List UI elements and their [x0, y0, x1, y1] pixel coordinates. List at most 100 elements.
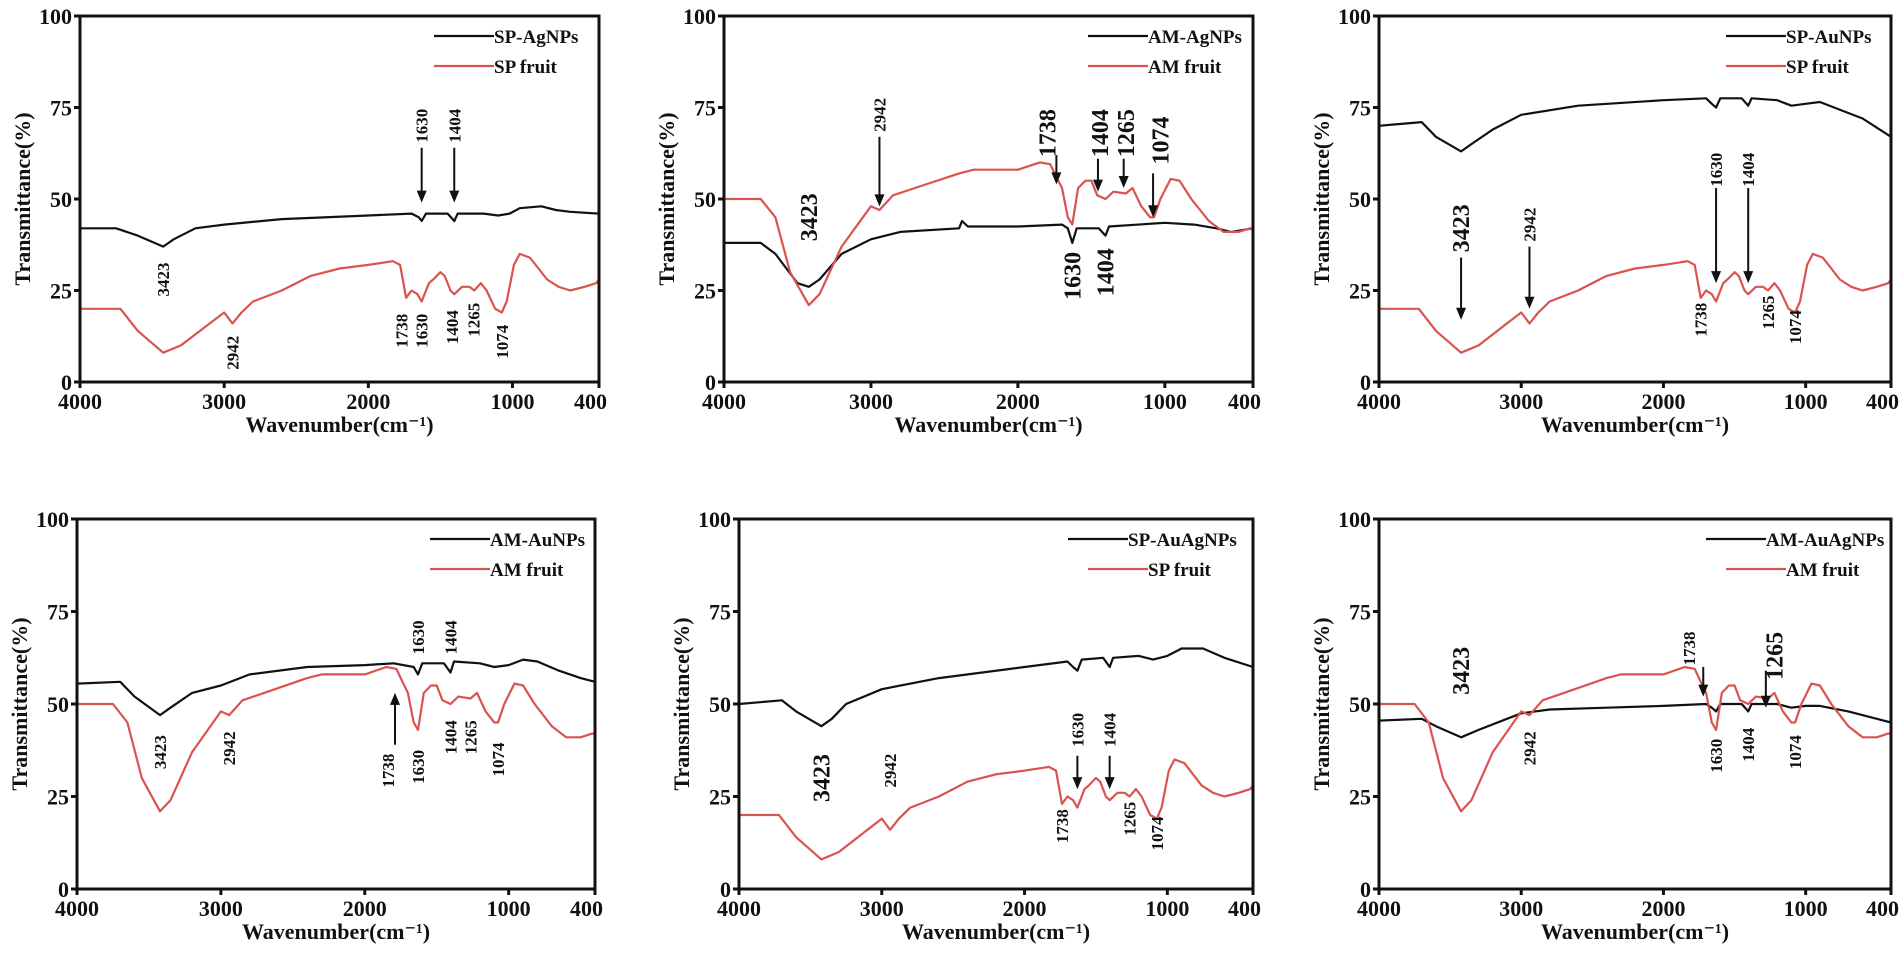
peak-label: 2942	[220, 731, 239, 765]
x-tick-label: 3000	[1499, 896, 1543, 921]
y-tick-label: 100	[698, 507, 731, 532]
y-tick-label: 25	[1349, 785, 1371, 810]
peak-label: 1404	[442, 720, 461, 755]
x-tick-label: 4000	[1357, 389, 1401, 414]
peak-label: 2942	[870, 98, 889, 132]
x-tick-label: 3000	[860, 896, 904, 921]
peak-label: 1630	[409, 750, 428, 784]
x-axis-title: Wavenumber(cm⁻¹)	[894, 412, 1082, 437]
chart-panel-2: 0 25 50 75 100 4000 3000 2000 1000 400 Wavenumber(…	[654, 4, 1261, 437]
y-tick-label: 0	[1360, 877, 1371, 902]
peak-label: 1738	[1680, 632, 1699, 666]
x-tick-label: 2000	[1641, 389, 1685, 414]
x-tick-label: 400	[1866, 389, 1899, 414]
x-tick-label: 2000	[996, 389, 1040, 414]
peak-label: 3423	[154, 263, 173, 297]
x-tick-label: 1000	[491, 389, 535, 414]
y-tick-label: 50	[694, 187, 716, 212]
x-tick-label: 1000	[1143, 389, 1187, 414]
x-tick-label: 400	[1228, 896, 1261, 921]
legend-label: AM-AuAgNPs	[1766, 530, 1884, 551]
x-tick-label: 4000	[717, 896, 761, 921]
peak-label: 1074	[493, 324, 512, 359]
legend-label: AM fruit	[490, 560, 564, 581]
arrowhead-icon	[1743, 271, 1754, 284]
arrowhead-icon	[1092, 179, 1103, 192]
x-axis-title: Wavenumber(cm⁻¹)	[1541, 412, 1729, 437]
y-tick-label: 25	[709, 785, 731, 810]
arrowhead-icon	[1051, 172, 1062, 185]
peak-label: 1404	[1093, 248, 1119, 296]
arrowhead-icon	[1698, 684, 1709, 697]
peak-label: 1404	[1739, 727, 1758, 762]
peak-label: 1404	[1088, 109, 1114, 157]
arrowhead-icon	[1104, 777, 1115, 790]
y-tick-label: 100	[1338, 507, 1371, 532]
x-tick-label: 1000	[1784, 896, 1828, 921]
y-tick-label: 100	[1338, 4, 1371, 29]
peak-label: 2942	[881, 754, 900, 788]
x-tick-label: 2000	[1003, 896, 1047, 921]
x-tick-label: 3000	[199, 896, 243, 921]
y-axis-title: Transmittance(%)	[654, 112, 679, 285]
peak-label: 1265	[1759, 295, 1778, 329]
y-tick-label: 75	[47, 600, 69, 625]
x-tick-label: 4000	[58, 389, 102, 414]
legend-label: AM fruit	[1148, 57, 1222, 78]
x-tick-label: 3000	[202, 389, 246, 414]
series-line-am-aunps	[76, 658, 596, 717]
x-axis-title: Wavenumber(cm⁻¹)	[242, 919, 430, 944]
chart-panel-5: 0 25 50 75 100 4000 3000 2000 1000 400 Wavenumber(…	[669, 507, 1261, 944]
x-tick-label: 4000	[1357, 896, 1401, 921]
peak-label: 1265	[1114, 109, 1140, 157]
chart-panel-4: 0 25 50 75 100 4000 3000 2000 1000 400 Wavenumber(…	[7, 507, 603, 944]
peak-label: 3423	[1449, 647, 1475, 695]
y-tick-label: 0	[1360, 370, 1371, 395]
x-tick-label: 1000	[487, 896, 531, 921]
x-tick-label: 2000	[1641, 896, 1685, 921]
peak-label: 1074	[1786, 735, 1805, 770]
x-axis-title: Wavenumber(cm⁻¹)	[902, 919, 1090, 944]
legend-label: AM-AgNPs	[1148, 27, 1242, 48]
legend-label: SP-AgNPs	[494, 27, 578, 48]
y-tick-label: 50	[50, 187, 72, 212]
peak-label: 2942	[224, 336, 243, 370]
peak-label: 1738	[392, 314, 411, 348]
y-tick-label: 100	[39, 4, 72, 29]
x-tick-label: 1000	[1145, 896, 1189, 921]
peak-label: 1074	[1148, 116, 1174, 164]
peak-label: 1630	[413, 109, 432, 143]
y-tick-label: 25	[50, 279, 72, 304]
x-axis-title: Wavenumber(cm⁻¹)	[245, 412, 433, 437]
legend-label: SP fruit	[494, 57, 557, 78]
arrowhead-icon	[1524, 296, 1535, 309]
peak-label: 1630	[409, 620, 428, 654]
peak-label: 1404	[1101, 712, 1120, 747]
series-line-sp-aunps	[1378, 97, 1892, 153]
y-axis-title: Transmittance(%)	[10, 112, 35, 285]
peak-label: 1074	[489, 742, 508, 777]
peak-label: 1404	[1739, 152, 1758, 187]
series-line-sp-fruit	[739, 758, 1254, 861]
peak-label: 1265	[1120, 802, 1139, 836]
x-tick-label: 1000	[1784, 389, 1828, 414]
arrowhead-icon	[449, 190, 460, 203]
x-tick-label: 2000	[343, 896, 387, 921]
series-line-sp-fruit	[1379, 252, 1892, 354]
x-tick-label: 4000	[55, 896, 99, 921]
peak-label: 1630	[413, 314, 432, 348]
x-tick-label: 2000	[346, 389, 390, 414]
y-tick-label: 75	[709, 600, 731, 625]
y-tick-label: 0	[705, 370, 716, 395]
x-tick-label: 3000	[1499, 389, 1543, 414]
peak-label: 1074	[1148, 816, 1167, 851]
arrowhead-icon	[1072, 777, 1083, 790]
peak-label: 1630	[1060, 252, 1086, 300]
y-tick-label: 25	[1349, 279, 1371, 304]
series-line-am-agnps	[724, 219, 1254, 288]
series-line-am-fruit	[724, 161, 1253, 307]
peak-label: 1738	[379, 754, 398, 788]
y-tick-label: 75	[694, 96, 716, 121]
arrowhead-icon	[389, 692, 400, 705]
